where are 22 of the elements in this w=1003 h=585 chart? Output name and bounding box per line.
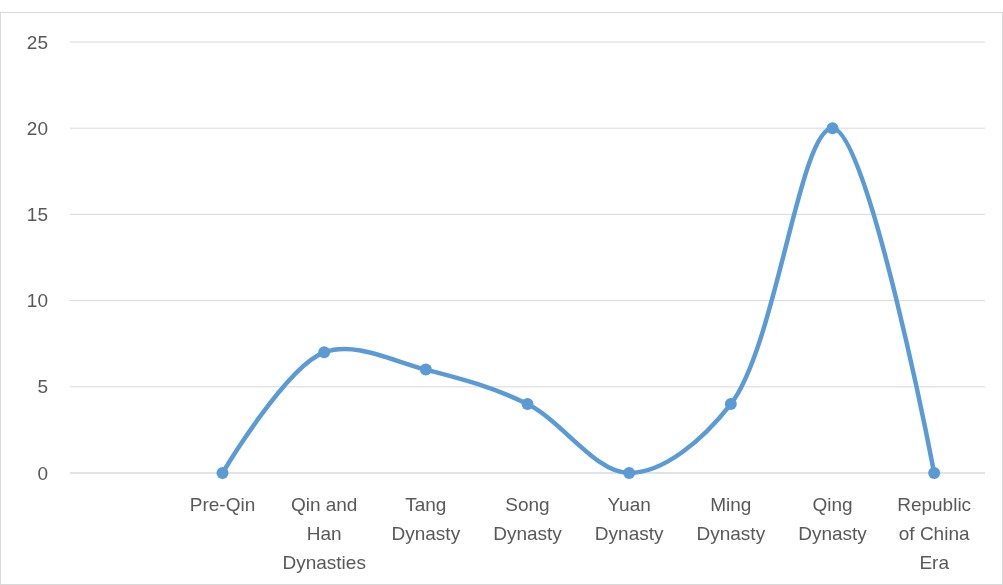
x-tick-label: Song Dynasty — [493, 494, 563, 544]
y-tick-label: 20 — [26, 117, 48, 139]
y-tick-label: 25 — [26, 31, 48, 53]
x-tick-label: Republic of China Era — [897, 494, 972, 573]
y-tick-label: 10 — [26, 290, 48, 312]
y-tick-label: 15 — [26, 204, 48, 226]
point — [724, 398, 737, 411]
point — [521, 398, 534, 411]
y-tick-label: 5 — [37, 376, 48, 398]
x-tick-label: Qin and Han Dynasties — [282, 494, 366, 573]
x-tick-label: Pre-Qin — [189, 494, 256, 515]
x-tick-label: Tang Dynasty — [391, 494, 461, 544]
y-tick-label: 0 — [37, 462, 48, 484]
x-tick-label: Yuan Dynasty — [594, 494, 664, 544]
point — [419, 363, 432, 376]
x-tick-label: Qing Dynasty — [798, 494, 868, 544]
point — [318, 346, 331, 359]
point — [826, 122, 839, 135]
x-tick-label: Ming Dynasty — [696, 494, 766, 544]
point — [216, 467, 229, 479]
point — [623, 467, 636, 479]
point — [928, 467, 941, 479]
